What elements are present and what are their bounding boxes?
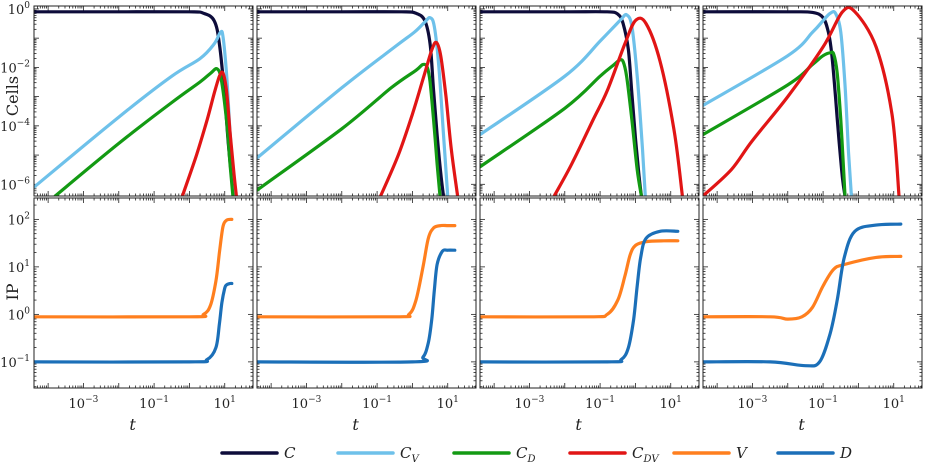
panel-frame: [33, 5, 254, 197]
series-group: [480, 229, 680, 364]
panel-frame: [256, 5, 477, 197]
x-tick-label: 10−1: [808, 395, 838, 412]
legend-item-cd: CD: [452, 444, 536, 465]
legend: C CV CD CDV V D: [220, 444, 852, 465]
series-line-cdv: [180, 70, 238, 196]
legend-item-c: C: [220, 444, 296, 462]
panel-frame: [479, 197, 700, 389]
x-tick-label: 10−3: [292, 395, 322, 412]
series-line-v: [257, 223, 457, 319]
panel-bottom-4: 10−3 10−1 101: [702, 197, 923, 412]
legend-item-cv: CV: [336, 444, 420, 465]
x-axis-label: t: [798, 415, 805, 434]
legend-label: C: [284, 444, 296, 462]
series-line-d: [703, 222, 903, 368]
series-line-cd: [257, 62, 442, 196]
series-group: [34, 10, 238, 196]
series-line-cd: [480, 58, 643, 196]
y-labels: Cells IP: [3, 76, 22, 301]
y-tick-label: 10−4: [0, 118, 30, 135]
series-line-cdv: [379, 40, 460, 196]
series-line-cv: [34, 29, 237, 196]
legend-label: CV: [400, 444, 420, 465]
x-axis-label: t: [129, 415, 136, 434]
legend-item-v: V: [672, 444, 749, 462]
series-group: [703, 6, 901, 196]
panel-frame: [256, 197, 477, 389]
x-tick-label: 10−3: [515, 395, 545, 412]
legend-label: CD: [516, 444, 536, 465]
legend-label: V: [736, 444, 749, 462]
panel-bottom-2: 10−3 10−1 101: [256, 197, 477, 412]
legend-label: CDV: [632, 444, 660, 465]
panel-bottom-1: 102 101 100 10−1 10−3 10−1 101: [0, 197, 254, 412]
x-tick-label: 10−1: [362, 395, 392, 412]
series-line-cv: [257, 16, 450, 196]
series-group: [34, 217, 234, 364]
panel-frame: [33, 197, 254, 389]
series-group: [257, 10, 460, 196]
x-tick-label: 101: [214, 395, 236, 412]
x-tick-label: 10−3: [69, 395, 99, 412]
series-line-cd: [53, 67, 235, 196]
x-tick-label: 10−3: [738, 395, 768, 412]
series-line-v: [480, 239, 680, 319]
series-line-cdv: [703, 6, 901, 196]
y-tick-label: 100: [8, 1, 31, 18]
panel-frame: [702, 5, 923, 197]
legend-item-cdv: CDV: [568, 444, 660, 465]
top-ylabel: Cells: [3, 76, 22, 116]
panel-top-2: [256, 5, 477, 197]
series-line-c: [257, 10, 446, 196]
axis-ticks: [33, 198, 253, 388]
y-tick-label: 10−2: [0, 59, 30, 76]
axis-ticks: [479, 6, 699, 197]
panel-top-4: [702, 5, 923, 197]
series-line-c: [480, 10, 643, 196]
series-line-cd: [703, 50, 847, 196]
series-line-d: [257, 248, 457, 364]
x-tick-label: 101: [437, 395, 459, 412]
legend-label: D: [839, 444, 852, 462]
y-tick-label: 102: [8, 211, 30, 228]
panel-top-1: 100 10−2 10−4 10−6: [0, 1, 254, 197]
legend-item-d: D: [776, 444, 852, 462]
series-line-cv: [480, 12, 647, 196]
x-tick-label: 101: [883, 395, 905, 412]
x-tick-label: 101: [660, 395, 682, 412]
y-tick-label: 10−6: [0, 176, 30, 193]
panel-frame: [479, 5, 700, 197]
panel-frame: [702, 197, 923, 389]
x-axis-label: t: [575, 415, 582, 434]
y-tick-label: 100: [8, 306, 31, 323]
series-line-d: [480, 229, 680, 364]
y-tick-label: 10−1: [0, 354, 30, 371]
series-line-c: [703, 10, 847, 196]
x-tick-label: 10−1: [585, 395, 615, 412]
panel-bottom-3: 10−3 10−1 101: [479, 197, 700, 412]
series-line-v: [34, 217, 234, 319]
y-tick-label: 101: [8, 259, 30, 276]
series-line-cdv: [552, 16, 684, 196]
series-group: [703, 222, 903, 368]
series-line-d: [34, 281, 234, 364]
x-tick-label: 10−1: [139, 395, 169, 412]
axis-ticks: [702, 198, 922, 388]
x-axis-label: t: [352, 415, 359, 434]
series-group: [480, 10, 684, 196]
series-line-v: [703, 254, 903, 321]
axis-ticks: [479, 198, 699, 388]
series-group: [257, 223, 457, 364]
bottom-ylabel: IP: [3, 283, 22, 300]
panel-top-3: [479, 5, 700, 197]
series-line-cv: [703, 9, 853, 196]
